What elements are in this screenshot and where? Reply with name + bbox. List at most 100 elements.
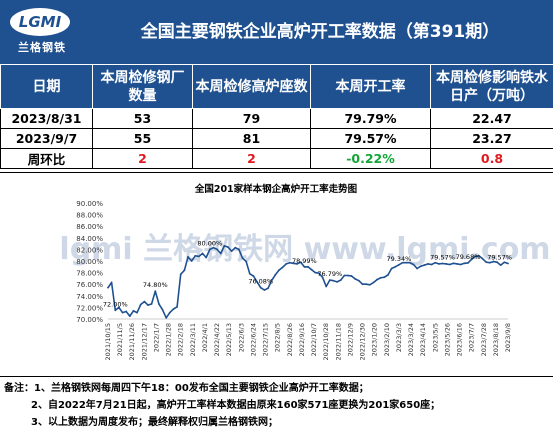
data-point	[263, 289, 266, 291]
x-tick-label: 2023/3/24	[407, 323, 415, 356]
x-tick-label: 2023/5/26	[443, 323, 451, 356]
data-label: 74.80%	[143, 281, 168, 289]
data-point	[245, 260, 248, 263]
x-tick-label: 2022/7/15	[262, 323, 270, 356]
data-point	[274, 274, 277, 276]
x-tick-label: 2022/11/18	[334, 323, 342, 360]
data-point	[492, 260, 495, 263]
data-point	[376, 278, 378, 281]
x-tick-label: 2022/6/24	[249, 323, 257, 356]
data-point	[139, 303, 142, 306]
note-1: 备注：1、兰格钢铁网每周四下午18：00发布全国主要钢铁企业高炉开工率数据；	[4, 383, 369, 394]
data-point	[430, 263, 433, 266]
data-point	[194, 254, 197, 257]
data-point	[452, 262, 455, 265]
data-point	[165, 316, 168, 319]
table-row: 2023/9/7 55 81 79.57% 23.27	[0, 128, 553, 149]
data-point	[187, 256, 189, 258]
chart-panel: lgmi 兰格钢铁网 www.lgmi.com 全国201家样本钢企高炉开工率走势…	[0, 172, 553, 377]
data-point	[347, 274, 349, 277]
y-tick-label: 76.00%	[76, 281, 103, 289]
x-tick-label: 2023/5/5	[431, 323, 439, 352]
page-title: 全国主要钢铁企业高炉开工率数据（第391期）	[140, 22, 500, 42]
data-point	[161, 308, 164, 311]
data-point	[121, 311, 124, 314]
data-point	[234, 246, 237, 249]
col-header-furnaces: 本周检修高炉座数	[192, 64, 311, 109]
data-point	[328, 279, 331, 282]
table-header-row: 日期 本周检修钢厂数量 本周检修高炉座数 本周开工率 本周检修影响铁水日产（万吨…	[0, 64, 553, 109]
col-header-output: 本周检修影响铁水日产（万吨）	[430, 64, 553, 109]
data-point	[423, 264, 426, 266]
lgmi-logo: LGMI 兰格钢铁	[6, 6, 78, 56]
data-point	[190, 260, 193, 262]
x-tick-label: 2023/9/8	[504, 323, 512, 352]
data-point	[445, 263, 448, 265]
data-point	[390, 267, 393, 270]
data-point	[336, 280, 338, 283]
data-point	[412, 263, 415, 266]
x-tick-label: 2021/10/15	[104, 323, 112, 360]
cell-change-label: 周环比	[0, 148, 93, 169]
data-point	[292, 262, 295, 265]
data-point	[143, 300, 146, 303]
x-tick-label: 2022/1/28	[165, 323, 173, 356]
x-tick-label: 2022/5/13	[225, 323, 233, 356]
table-change-row: 周环比 2 2 -0.22% 0.8	[0, 148, 553, 169]
x-tick-label: 2023/1/20	[371, 323, 379, 356]
x-tick-label: 2023/7/7	[468, 323, 476, 352]
data-point	[372, 281, 375, 284]
data-point	[365, 283, 368, 286]
data-point	[150, 303, 153, 305]
data-point	[485, 261, 488, 264]
cell-output: 22.47	[430, 108, 553, 129]
data-point	[270, 279, 273, 282]
data-point	[216, 248, 218, 251]
data-point	[223, 245, 226, 247]
x-tick-label: 2022/4/1	[201, 323, 209, 352]
data-point	[212, 246, 215, 249]
data-point	[201, 252, 204, 255]
data-point	[434, 261, 437, 264]
data-point	[128, 315, 131, 317]
logo-subtitle: 兰格钢铁	[18, 41, 66, 54]
y-tick-label: 86.00%	[76, 223, 103, 231]
data-point	[318, 272, 320, 275]
data-point	[219, 252, 222, 255]
x-tick-label: 2022/10/7	[310, 323, 318, 356]
x-tick-label: 2022/12/30	[359, 323, 367, 360]
data-point	[125, 310, 128, 313]
note-2: 2、自2022年7月21日起，高炉开工率样本数据由原来160家571座更换为20…	[31, 400, 441, 411]
data-point	[456, 263, 458, 265]
y-tick-label: 82.00%	[76, 246, 103, 254]
data-point	[147, 304, 149, 306]
data-point	[227, 246, 229, 248]
data-point	[408, 261, 411, 264]
y-tick-label: 90.00%	[76, 200, 103, 208]
data-point	[267, 287, 269, 290]
data-point	[307, 265, 309, 268]
data-point	[241, 257, 244, 259]
data-point	[183, 269, 186, 272]
data-point	[230, 250, 233, 253]
x-tick-label: 2021/12/17	[140, 323, 148, 360]
col-header-mills: 本周检修钢厂数量	[92, 64, 193, 109]
col-header-date: 日期	[0, 64, 93, 109]
x-tick-label: 2022/10/28	[322, 323, 330, 360]
data-label: 79.57%	[487, 253, 512, 261]
data-point	[387, 274, 389, 276]
data-point	[256, 280, 258, 283]
data-point	[383, 276, 386, 279]
data-label: 79.68%	[456, 253, 481, 261]
x-tick-label: 2023/6/16	[456, 323, 464, 356]
cell-change-mills: 2	[92, 148, 193, 169]
chart-title: 全国201家样本钢企高炉开工率走势图	[194, 183, 357, 195]
data-label: 72.00%	[103, 300, 128, 308]
data-point	[132, 309, 135, 312]
logo-text: LGMI	[18, 13, 62, 31]
y-tick-label: 80.00%	[76, 258, 103, 266]
x-tick-label: 2021/11/26	[128, 323, 136, 360]
data-point	[459, 263, 462, 266]
data-point	[427, 263, 429, 265]
cell-furnaces: 79	[192, 108, 311, 129]
